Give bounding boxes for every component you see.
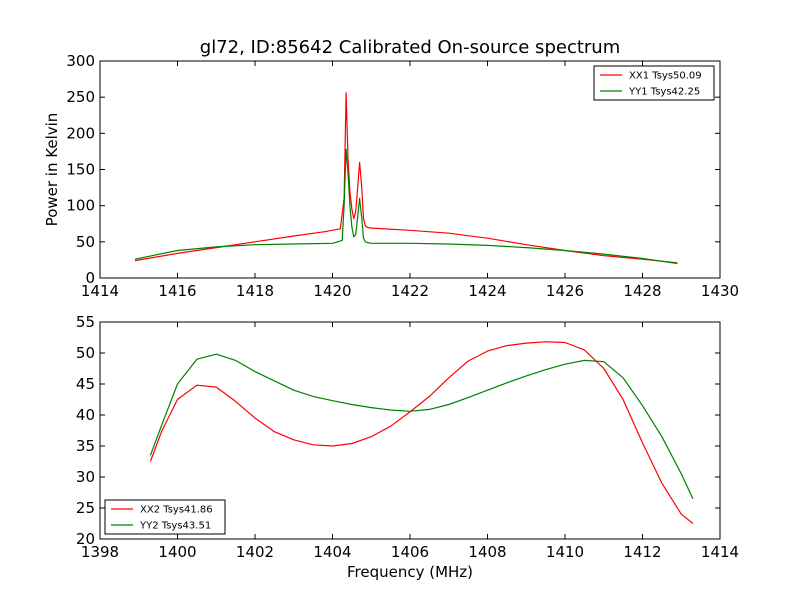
y-tick-label: 50 bbox=[76, 233, 95, 251]
x-tick-label: 1408 bbox=[468, 543, 506, 561]
x-axis-label: Frequency (MHz) bbox=[347, 563, 473, 581]
legend: XX2 Tsys41.86 YY2 Tsys43.51 bbox=[104, 499, 226, 535]
x-tick-label: 1430 bbox=[701, 282, 739, 300]
y-tick-label: 30 bbox=[76, 468, 95, 486]
y-tick-label: 45 bbox=[76, 375, 95, 393]
legend-label: YY1 Tsys42.25 bbox=[628, 87, 700, 98]
x-tick-label: 1420 bbox=[313, 282, 351, 300]
x-tick-label: 1426 bbox=[546, 282, 584, 300]
y-tick-label: 250 bbox=[66, 88, 95, 106]
y-tick-label: 40 bbox=[76, 406, 95, 424]
y-tick-label: 0 bbox=[85, 269, 95, 287]
x-tick-label: 1428 bbox=[623, 282, 661, 300]
legend-label: YY2 Tsys43.51 bbox=[139, 521, 211, 532]
y-tick-label: 25 bbox=[76, 499, 95, 517]
y-tick-label: 200 bbox=[66, 124, 95, 142]
x-tick-label: 1414 bbox=[81, 282, 119, 300]
top-spectrum-panel: 1414 1416 1418 1420 1422 1424 1426 1428 1430 0 50 1… bbox=[43, 52, 739, 300]
series-line-2 bbox=[149, 353, 694, 499]
y-tick-label: 100 bbox=[66, 197, 95, 215]
x-tick-label: 1414 bbox=[701, 543, 739, 561]
y-tick-label: 55 bbox=[76, 313, 95, 331]
y-tick-label: 20 bbox=[76, 530, 95, 548]
series-line-1 bbox=[149, 341, 694, 524]
x-tick-label: 1422 bbox=[391, 282, 429, 300]
x-tick-label: 1400 bbox=[158, 543, 196, 561]
y-axis-label: Power in Kelvin bbox=[43, 113, 61, 227]
y-tick-label: 300 bbox=[66, 52, 95, 70]
x-tick-label: 1402 bbox=[236, 543, 274, 561]
y-tick-label: 50 bbox=[76, 344, 95, 362]
x-tick-label: 1406 bbox=[391, 543, 429, 561]
y-tick-label: 35 bbox=[76, 437, 95, 455]
x-tick-label: 1416 bbox=[158, 282, 196, 300]
legend-box bbox=[593, 65, 715, 101]
x-tick-label: 1398 bbox=[81, 543, 119, 561]
legend-label: XX2 Tsys41.86 bbox=[140, 505, 213, 516]
chart-title: gl72, ID:85642 Calibrated On-source spec… bbox=[200, 37, 620, 58]
y-tick-label: 150 bbox=[66, 161, 95, 179]
legend: XX1 Tsys50.09 YY1 Tsys42.25 bbox=[593, 65, 715, 101]
legend-label: XX1 Tsys50.09 bbox=[629, 71, 702, 82]
series-line-2 bbox=[134, 148, 678, 265]
x-tick-label: 1410 bbox=[546, 543, 584, 561]
bottom-spectrum-panel: 1398 1400 1402 1404 1406 1408 1410 1412 1414 20 25… bbox=[76, 313, 739, 581]
x-tick-label: 1404 bbox=[313, 543, 351, 561]
series-line-1 bbox=[134, 92, 678, 264]
x-tick-label: 1424 bbox=[468, 282, 506, 300]
x-tick-label: 1418 bbox=[236, 282, 274, 300]
x-tick-label: 1412 bbox=[623, 543, 661, 561]
legend-box bbox=[104, 499, 226, 535]
